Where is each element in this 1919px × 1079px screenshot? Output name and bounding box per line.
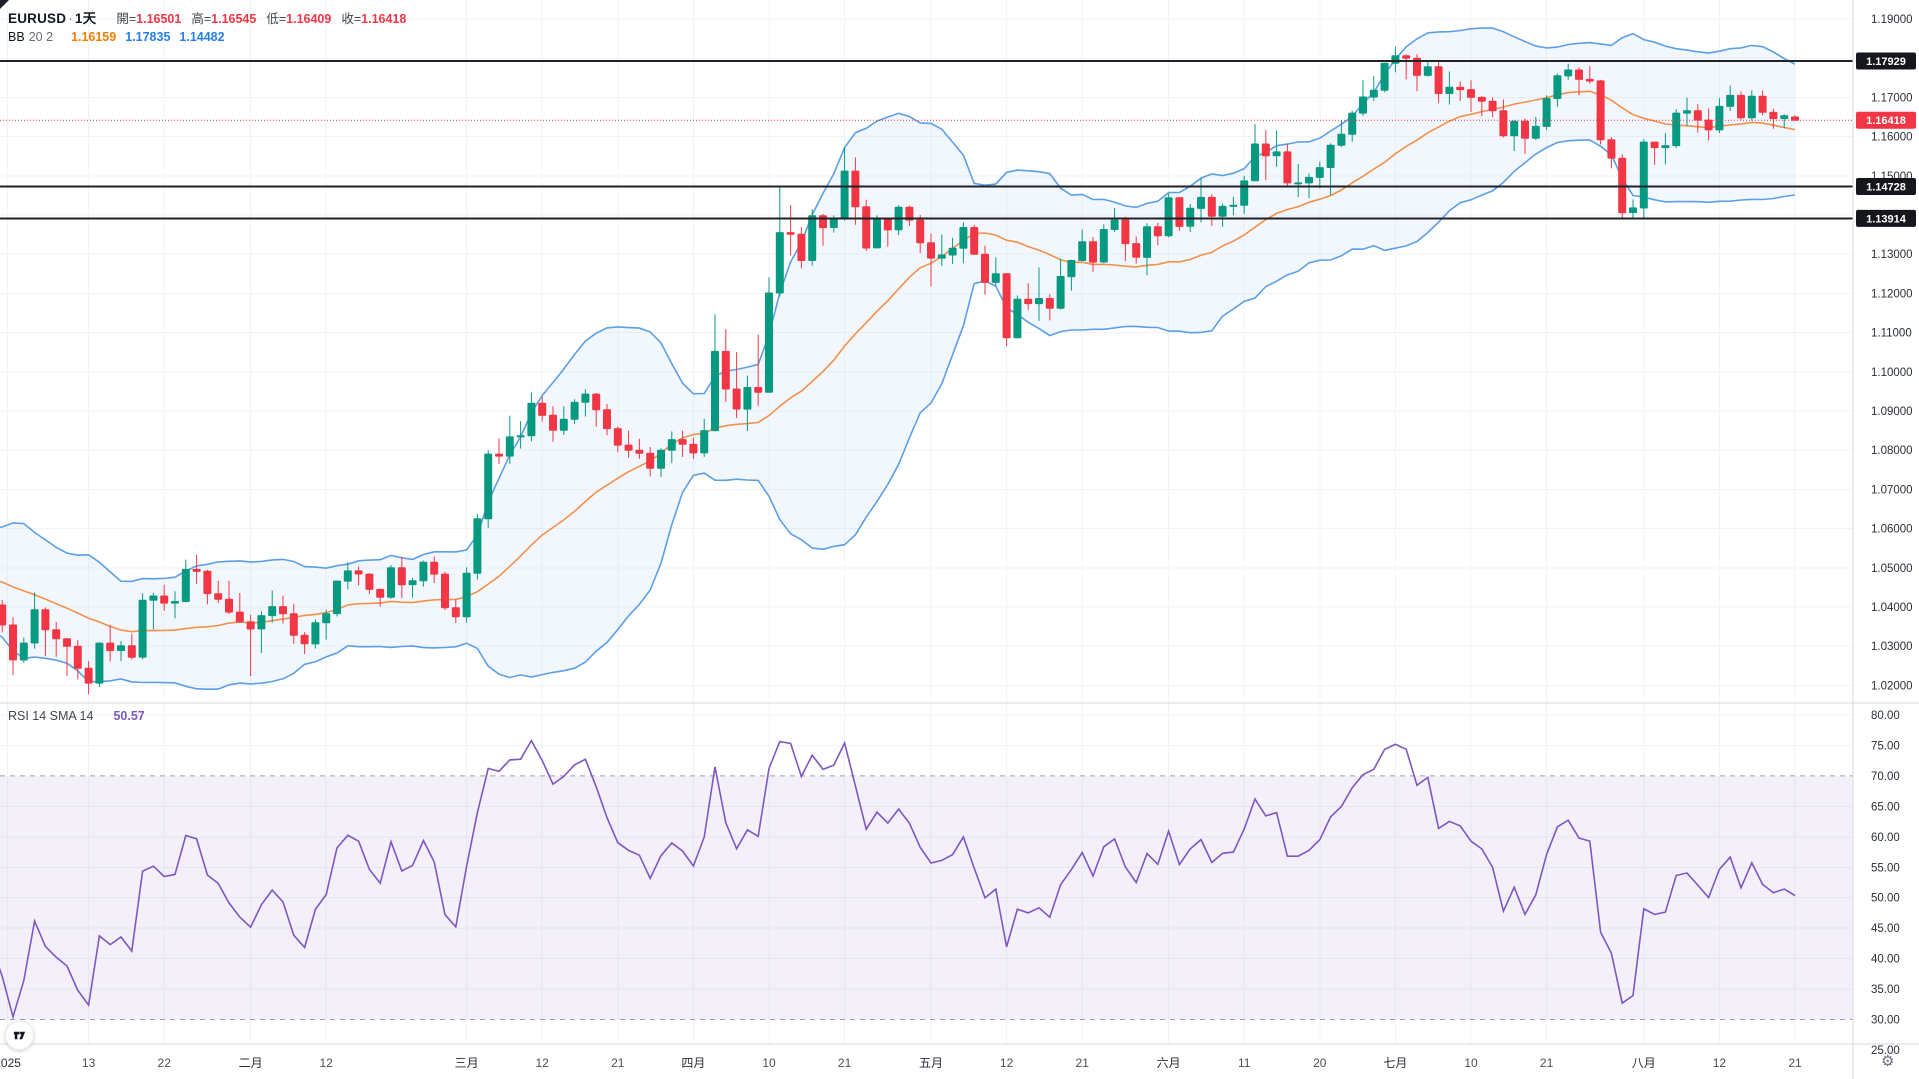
open-value: 開=1.16501 <box>116 8 181 27</box>
grid <box>0 0 1853 1044</box>
svg-text:1.09000: 1.09000 <box>1871 406 1913 418</box>
high-number: 1.16545 <box>211 12 257 26</box>
svg-text:21: 21 <box>1540 1056 1554 1070</box>
svg-text:1.05000: 1.05000 <box>1871 563 1913 575</box>
svg-text:八月: 八月 <box>1632 1056 1656 1070</box>
open-number: 1.16501 <box>136 12 182 26</box>
svg-text:1.02000: 1.02000 <box>1871 680 1913 692</box>
price-label-boxes: 1.17929 1.16418 1.14728 1.13914 <box>1856 52 1916 227</box>
ohlc-values: 開=1.16501 高=1.16545 低=1.16409 收=1.16418 <box>116 8 406 27</box>
svg-text:35.00: 35.00 <box>1871 984 1900 996</box>
svg-text:13: 13 <box>82 1056 96 1070</box>
low-value: 低=1.16409 <box>266 8 331 27</box>
low-number: 1.16409 <box>286 12 332 26</box>
svg-text:1.13000: 1.13000 <box>1871 249 1913 261</box>
svg-text:70.00: 70.00 <box>1871 771 1900 783</box>
svg-text:11: 11 <box>1238 1056 1251 1070</box>
svg-text:1.06000: 1.06000 <box>1871 524 1913 536</box>
svg-text:22: 22 <box>158 1056 172 1070</box>
svg-text:12: 12 <box>1000 1056 1014 1070</box>
svg-text:21: 21 <box>1076 1056 1090 1070</box>
svg-text:六月: 六月 <box>1157 1056 1181 1070</box>
high-label: 高= <box>191 12 212 26</box>
svg-text:1.16418: 1.16418 <box>1866 115 1906 127</box>
interval-label: 1天 <box>74 11 97 26</box>
svg-text:45.00: 45.00 <box>1871 923 1900 935</box>
svg-text:30.00: 30.00 <box>1871 1015 1900 1027</box>
svg-text:五月: 五月 <box>919 1056 943 1070</box>
svg-text:65.00: 65.00 <box>1871 801 1900 813</box>
svg-text:55.00: 55.00 <box>1871 862 1900 874</box>
low-label: 低= <box>266 12 287 26</box>
symbol-legend: EURUSD · 1天 開=1.16501 高=1.16545 低=1.16409 … <box>8 7 406 27</box>
svg-text:二月: 二月 <box>239 1056 263 1070</box>
bb-params: 20 2 <box>28 30 54 44</box>
bb-name: BB <box>8 30 25 44</box>
svg-text:1.10000: 1.10000 <box>1871 367 1913 379</box>
svg-text:60.00: 60.00 <box>1871 832 1900 844</box>
rsi-band <box>0 775 1853 1020</box>
svg-text:21: 21 <box>1788 1056 1802 1070</box>
bollinger-legend[interactable]: BB 20 2 1.16159 1.17835 1.14482 <box>8 29 225 44</box>
svg-text:10: 10 <box>1464 1056 1478 1070</box>
close-label: 收= <box>341 12 362 26</box>
svg-text:12: 12 <box>1713 1056 1727 1070</box>
svg-text:21: 21 <box>838 1056 852 1070</box>
rsi-legend[interactable]: RSI 14 SMA 14 50.57 <box>8 709 145 723</box>
rsi-line <box>0 738 1796 1020</box>
svg-text:1.07000: 1.07000 <box>1871 484 1913 496</box>
close-value: 收=1.16418 <box>341 8 406 27</box>
svg-text:25.00: 25.00 <box>1871 1045 1900 1057</box>
candles <box>0 46 1799 694</box>
legend-separator: · <box>68 11 73 26</box>
svg-text:四月: 四月 <box>681 1056 705 1070</box>
svg-text:20: 20 <box>1313 1056 1327 1070</box>
svg-text:50.00: 50.00 <box>1871 893 1900 905</box>
rsi-threshold-lines <box>0 775 1853 1020</box>
svg-text:1.04000: 1.04000 <box>1871 602 1913 614</box>
svg-text:1.08000: 1.08000 <box>1871 445 1913 457</box>
time-axis[interactable]: 2025 13 22 二月 12 三月 12 21 四月 10 21 五月 12 21 六月 11 20 七月 10… <box>0 1056 1802 1070</box>
svg-text:1.19000: 1.19000 <box>1871 14 1913 26</box>
rsi-axis[interactable]: 80.00 75.00 70.00 65.00 60.00 55.00 50.00 45.00… <box>1871 710 1900 1057</box>
svg-text:1.17000: 1.17000 <box>1871 92 1913 104</box>
tradingview-logo-glyph <box>13 1031 26 1040</box>
svg-text:2025: 2025 <box>0 1056 21 1070</box>
svg-text:12: 12 <box>320 1056 334 1070</box>
close-number: 1.16418 <box>361 12 407 26</box>
gear-icon[interactable]: ⚙ <box>1881 1053 1895 1070</box>
bb-upper-value: 1.17835 <box>125 30 171 44</box>
horizontal-level-lines[interactable] <box>0 60 1853 220</box>
svg-text:75.00: 75.00 <box>1871 741 1900 753</box>
svg-text:21: 21 <box>611 1056 625 1070</box>
high-value: 高=1.16545 <box>191 8 256 27</box>
bb-basis-value: 1.16159 <box>71 30 117 44</box>
bb-values: 1.16159 1.17835 1.14482 <box>71 30 225 44</box>
open-label: 開= <box>116 12 137 26</box>
svg-text:80.00: 80.00 <box>1871 710 1900 722</box>
rsi-value: 50.57 <box>113 709 145 723</box>
svg-text:1.11000: 1.11000 <box>1871 328 1912 340</box>
svg-text:1.14728: 1.14728 <box>1866 182 1906 194</box>
tradingview-logo[interactable] <box>5 1021 34 1050</box>
svg-text:1.12000: 1.12000 <box>1871 288 1913 300</box>
svg-text:1.17929: 1.17929 <box>1866 56 1906 68</box>
rsi-title: RSI 14 SMA 14 <box>8 709 94 723</box>
symbol-title[interactable]: EURUSD · 1天 <box>8 7 96 27</box>
corner-marker <box>0 0 9 9</box>
svg-text:三月: 三月 <box>455 1056 479 1070</box>
svg-text:七月: 七月 <box>1383 1056 1407 1070</box>
svg-text:1.16000: 1.16000 <box>1871 132 1913 144</box>
svg-text:40.00: 40.00 <box>1871 954 1900 966</box>
price-axis[interactable]: 1.02000 1.03000 1.04000 1.05000 1.06000 1.070… <box>1871 14 1913 692</box>
symbol-name: EURUSD <box>8 11 67 26</box>
bb-lower-value: 1.14482 <box>179 30 225 44</box>
svg-text:1.03000: 1.03000 <box>1871 641 1913 653</box>
svg-text:12: 12 <box>536 1056 550 1070</box>
svg-text:10: 10 <box>762 1056 776 1070</box>
svg-text:1.13914: 1.13914 <box>1866 213 1907 225</box>
